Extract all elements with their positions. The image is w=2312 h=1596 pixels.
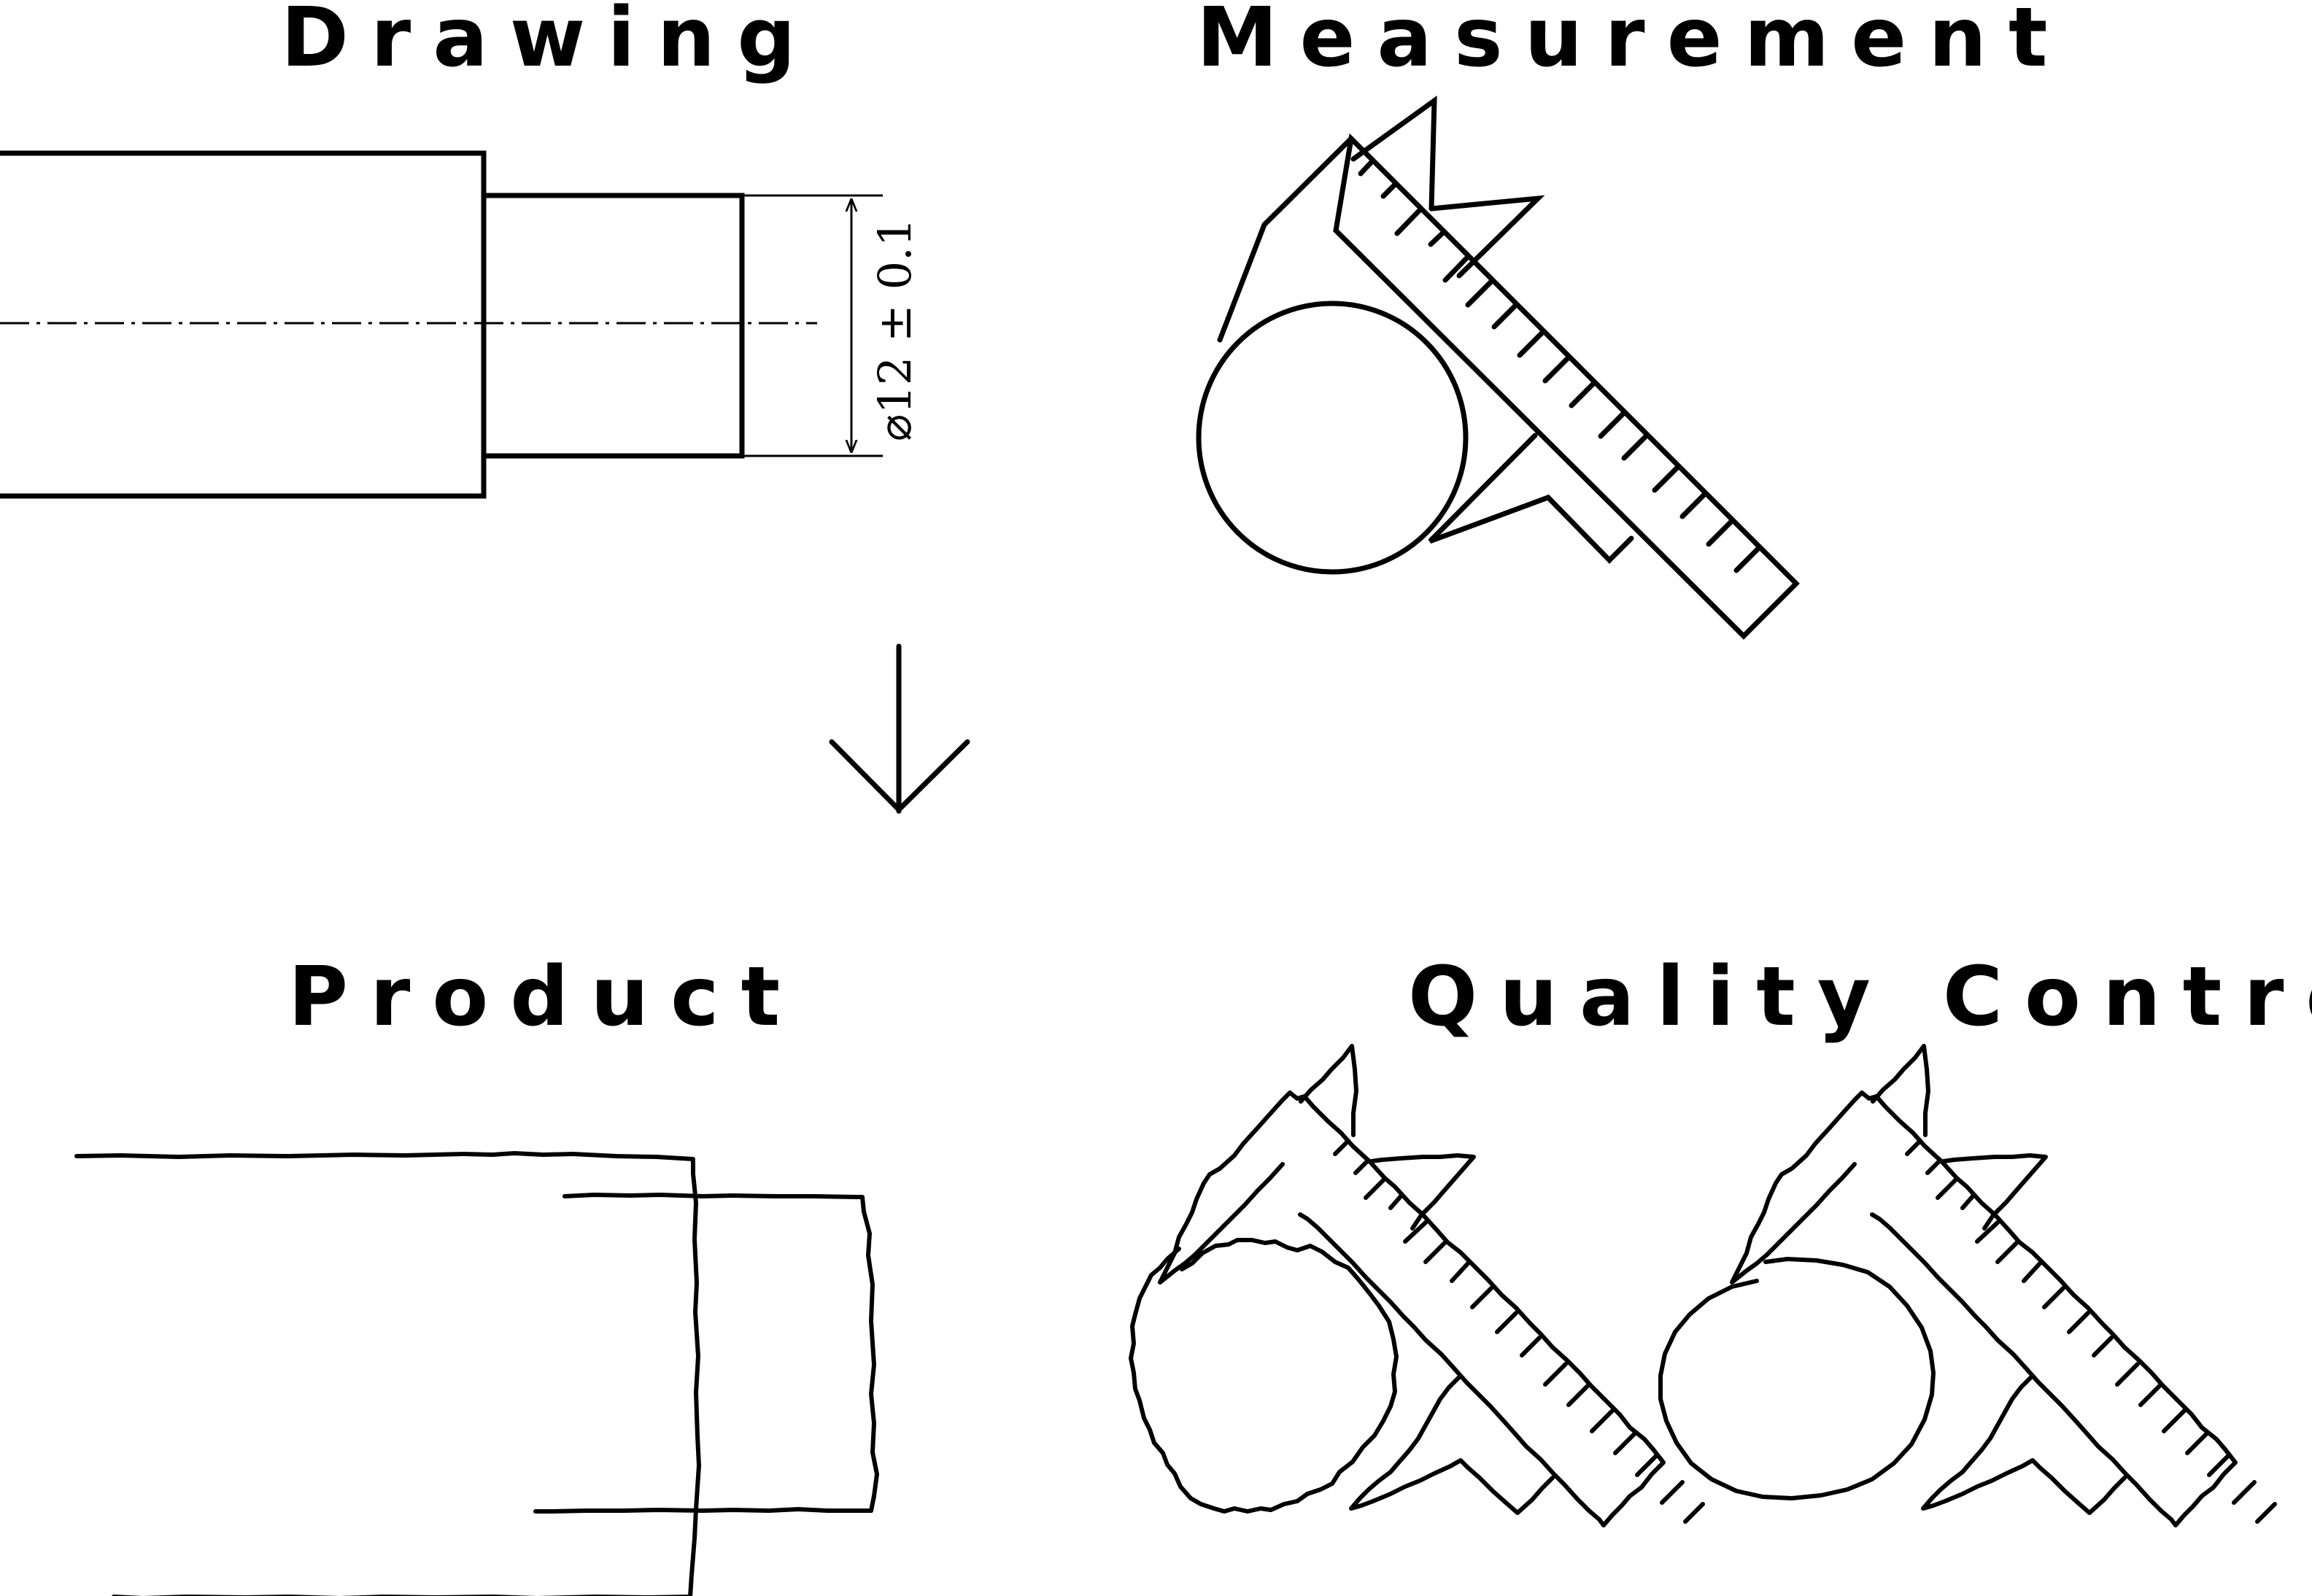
quality-control-left	[1129, 1046, 1703, 1525]
shaft-cross-section	[1196, 301, 1469, 575]
smooth-cross-section	[1658, 1257, 1936, 1500]
product-small-section	[533, 1193, 879, 1514]
measurement-title: Measurement	[1196, 0, 2070, 85]
caliper-sketch-right	[1732, 1046, 2275, 1525]
product-sketch	[74, 1151, 879, 1596]
diameter-dimension-label: ⌀12 ± 0.1	[868, 218, 921, 441]
rough-cross-section	[1129, 1238, 1399, 1514]
quality-control-title: Quality Control	[1408, 950, 2312, 1045]
drawing-title: Drawing	[281, 0, 818, 85]
caliper-icon	[1220, 101, 1796, 636]
quality-control-right	[1658, 1046, 2275, 1525]
shaft-small-section	[481, 193, 745, 459]
product-title: Product	[288, 950, 802, 1045]
shaft-large-section	[0, 150, 487, 499]
measurement-illustration	[1196, 101, 1796, 636]
process-arrow	[829, 643, 970, 814]
product-large-section	[74, 1151, 701, 1596]
caliper-sketch-left	[1160, 1046, 1703, 1525]
shaft-drawing: ⌀12 ± 0.1	[0, 150, 921, 499]
